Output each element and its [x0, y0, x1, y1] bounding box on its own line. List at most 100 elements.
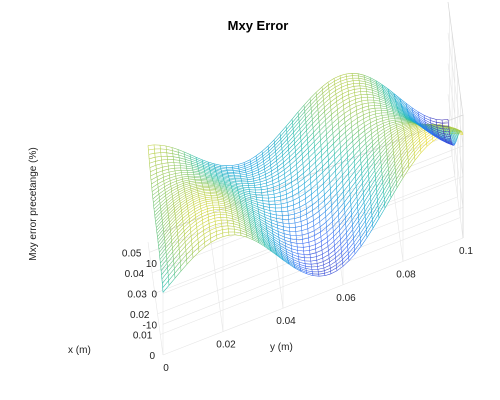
mesh-line: [234, 231, 241, 234]
mesh-line: [249, 223, 257, 229]
mesh-line: [257, 206, 264, 210]
mesh-line: [178, 192, 186, 198]
mesh-line: [308, 239, 315, 243]
mesh-line: [433, 134, 440, 139]
mesh-line: [209, 224, 216, 228]
mesh-line: [311, 194, 319, 200]
mesh-line: [243, 188, 250, 190]
mesh-line: [356, 103, 363, 107]
mesh-line: [353, 144, 360, 151]
mesh-line: [412, 109, 419, 115]
mesh-line: [354, 88, 361, 90]
mesh-line: [332, 220, 340, 227]
mesh-line: [304, 101, 311, 109]
mesh-line: [343, 109, 351, 114]
mesh-line: [404, 129, 411, 134]
mesh-line: [310, 101, 318, 109]
mesh-line: [191, 190, 198, 193]
mesh-line: [267, 234, 274, 240]
mesh-line: [282, 259, 290, 265]
mesh-line: [286, 195, 293, 199]
mesh-line: [439, 127, 446, 132]
mesh-line: [192, 242, 199, 249]
mesh-line: [316, 177, 324, 184]
mesh-line: [316, 166, 323, 173]
mesh-line: [207, 161, 215, 165]
mesh-line: [288, 263, 296, 269]
mesh-line: [170, 178, 177, 182]
mesh-line: [390, 100, 397, 106]
mesh-line: [293, 261, 300, 265]
mesh-line: [341, 162, 349, 170]
mesh-line: [314, 145, 322, 152]
mesh-line: [331, 109, 338, 115]
mesh-line: [201, 211, 208, 215]
mesh-line: [409, 118, 417, 124]
mesh-line: [219, 211, 227, 213]
grid-line-z-back: [162, 207, 464, 325]
mesh-line: [418, 131, 425, 136]
mesh-line: [240, 232, 247, 236]
mesh-line: [292, 121, 300, 130]
mesh-line: [280, 247, 287, 252]
mesh-line: [242, 186, 249, 188]
mesh-line: [215, 226, 222, 229]
mesh-line: [320, 232, 328, 237]
mesh-line: [319, 211, 326, 217]
mesh-line: [244, 161, 251, 165]
mesh-line: [417, 128, 425, 133]
mesh-line: [388, 94, 396, 100]
mesh-line: [408, 113, 415, 119]
mesh-line: [414, 118, 421, 124]
mesh-line: [229, 179, 236, 181]
mesh-line: [367, 153, 374, 162]
mesh-line: [204, 171, 211, 174]
mesh-line: [161, 159, 168, 161]
mesh-line: [311, 109, 319, 116]
mesh-line: [323, 265, 331, 269]
mesh-line: [166, 196, 173, 202]
mesh-line: [283, 164, 291, 171]
mesh-line: [304, 188, 312, 194]
mesh-line: [339, 73, 347, 76]
mesh-line: [307, 132, 314, 139]
mesh-line: [294, 140, 302, 148]
mesh-line: [381, 114, 389, 116]
mesh-line: [365, 215, 373, 226]
mesh-line: [281, 206, 288, 209]
mesh-line: [245, 201, 253, 205]
mesh-line: [232, 218, 239, 222]
mesh-line: [195, 216, 203, 221]
mesh-line: [377, 128, 385, 134]
mesh-line: [210, 234, 217, 239]
mesh-line: [330, 264, 337, 269]
mesh-line: [223, 178, 230, 180]
mesh-line: [447, 126, 454, 130]
mesh-line: [193, 199, 200, 203]
mesh-line: [164, 183, 171, 188]
mesh-line: [218, 202, 225, 205]
mesh-line: [342, 257, 349, 264]
mesh-line: [239, 170, 246, 172]
mesh-line: [206, 200, 213, 202]
mesh-line: [370, 79, 377, 83]
mesh-line: [320, 134, 327, 141]
mesh-line: [375, 173, 383, 184]
mesh-line: [370, 196, 378, 207]
mesh-line: [185, 193, 193, 198]
mesh-line: [318, 273, 325, 275]
mesh-line: [307, 230, 315, 234]
mesh-line: [373, 97, 380, 100]
mesh-line: [362, 102, 369, 105]
mesh-line: [278, 177, 286, 182]
mesh-line: [321, 149, 328, 156]
mesh-line: [161, 208, 168, 216]
mesh-line: [199, 174, 206, 177]
mesh-line: [353, 149, 361, 156]
mesh-line: [258, 242, 266, 247]
mesh-line: [352, 225, 360, 235]
mesh-line: [362, 174, 369, 184]
mesh-line: [380, 150, 387, 159]
mesh-line: [409, 123, 416, 126]
mesh-line: [290, 168, 298, 174]
